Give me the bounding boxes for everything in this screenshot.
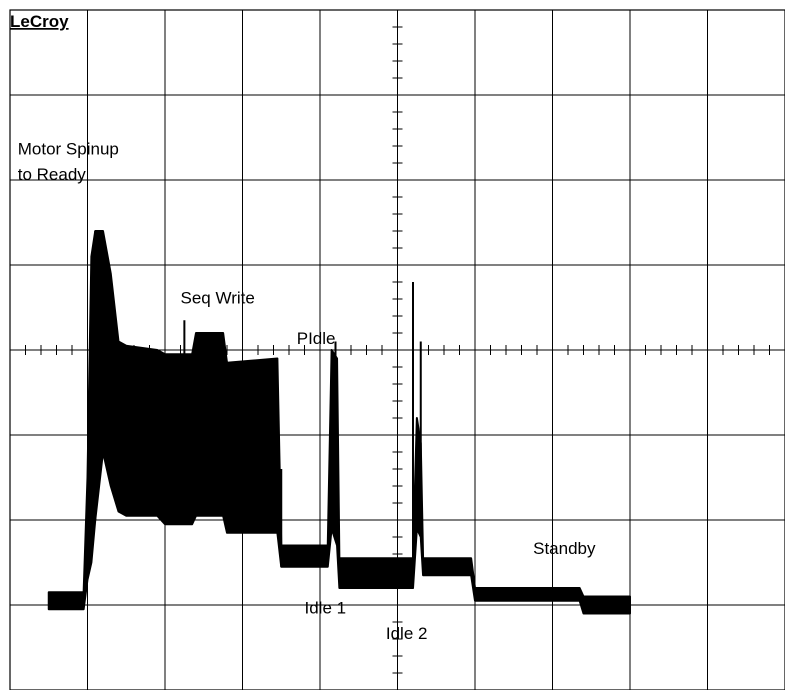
annotation-label: Idle 1 — [305, 599, 347, 618]
brand-logo: LeCroy — [10, 12, 69, 31]
annotation-label: Motor Spinup — [18, 140, 119, 159]
annotation-label: Idle 2 — [386, 624, 428, 643]
annotation-label: PIdle — [297, 329, 336, 348]
annotation-labels: Motor Spinup to Ready Seq Write PIdle Idle 1… — [18, 140, 596, 644]
graticule-grid — [9, 9, 785, 690]
signal-trace — [47, 230, 631, 615]
annotation-label: Seq Write — [181, 288, 255, 307]
annotation-label: Standby — [533, 539, 596, 558]
annotation-label: to Ready — [18, 165, 87, 184]
trace-envelope — [47, 230, 631, 615]
